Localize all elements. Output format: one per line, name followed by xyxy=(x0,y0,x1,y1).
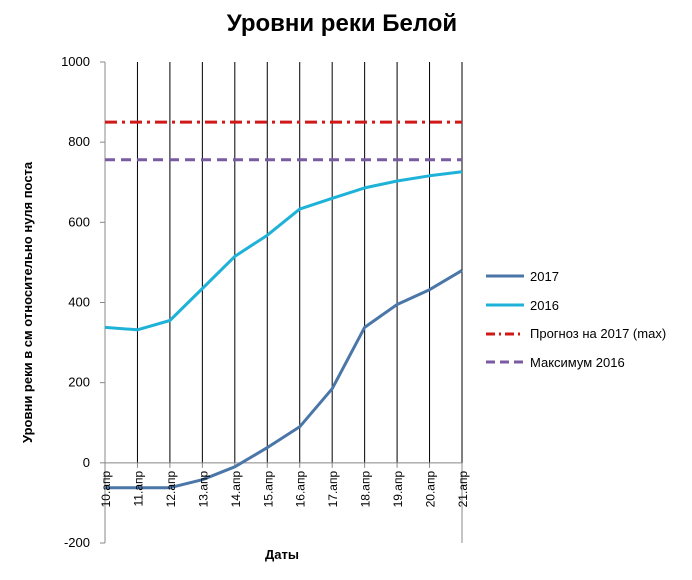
legend-swatch-2017 xyxy=(486,270,524,282)
y-tick-label: -200 xyxy=(64,535,90,550)
legend-swatch-max-2016 xyxy=(486,356,524,368)
chart-title: Уровни реки Белой xyxy=(0,10,692,38)
x-tick-label: 12.апр xyxy=(164,471,178,508)
x-tick-label: 15.апр xyxy=(261,471,275,508)
series-line-2017 xyxy=(105,269,463,490)
y-tick-label: 600 xyxy=(68,214,90,229)
legend-item-2017: 2017 xyxy=(486,262,686,291)
x-tick-label: 11.апр xyxy=(131,471,145,507)
x-tick-label: 20.апр xyxy=(424,471,438,508)
legend-label-forecast-2017: Прогноз на 2017 (max) xyxy=(530,326,667,342)
x-axis-label: Даты xyxy=(265,547,299,562)
x-tick-label: 19.апр xyxy=(391,471,405,508)
y-tick-label: 800 xyxy=(68,134,90,149)
x-tick-label: 10.апр xyxy=(99,471,113,508)
legend: 2017 2016 Прогноз на 2017 (max) Максимум… xyxy=(486,262,686,377)
y-axis-label: Уровни реки в см относительно нуля поста xyxy=(20,161,35,443)
chart-title-text: Уровни реки Белой xyxy=(226,10,458,37)
x-tick-label: 14.апр xyxy=(229,471,243,508)
y-tick-label: 0 xyxy=(83,455,90,470)
legend-item-forecast-2017: Прогноз на 2017 (max) xyxy=(486,319,686,348)
x-tick-label: 13.апр xyxy=(196,471,210,508)
y-tick-label: 200 xyxy=(68,375,90,390)
legend-swatch-forecast-2017 xyxy=(486,328,524,340)
legend-label-2017: 2017 xyxy=(530,268,559,284)
series-line-2016 xyxy=(104,170,463,332)
x-tick-label: 18.апр xyxy=(359,471,373,508)
legend-label-max-2016: Максимум 2016 xyxy=(530,354,625,370)
legend-item-2016: 2016 xyxy=(486,291,686,320)
y-tick-label: 1000 xyxy=(61,54,90,69)
x-tick-label: 21.апр xyxy=(456,471,470,508)
legend-label-2016: 2016 xyxy=(530,297,559,313)
legend-swatch-2016 xyxy=(486,299,524,311)
x-tick-label: 17.апр xyxy=(326,471,340,508)
legend-item-max-2016: Максимум 2016 xyxy=(486,348,686,377)
x-tick-label: 16.апр xyxy=(294,471,308,508)
y-tick-label: 400 xyxy=(68,295,90,310)
